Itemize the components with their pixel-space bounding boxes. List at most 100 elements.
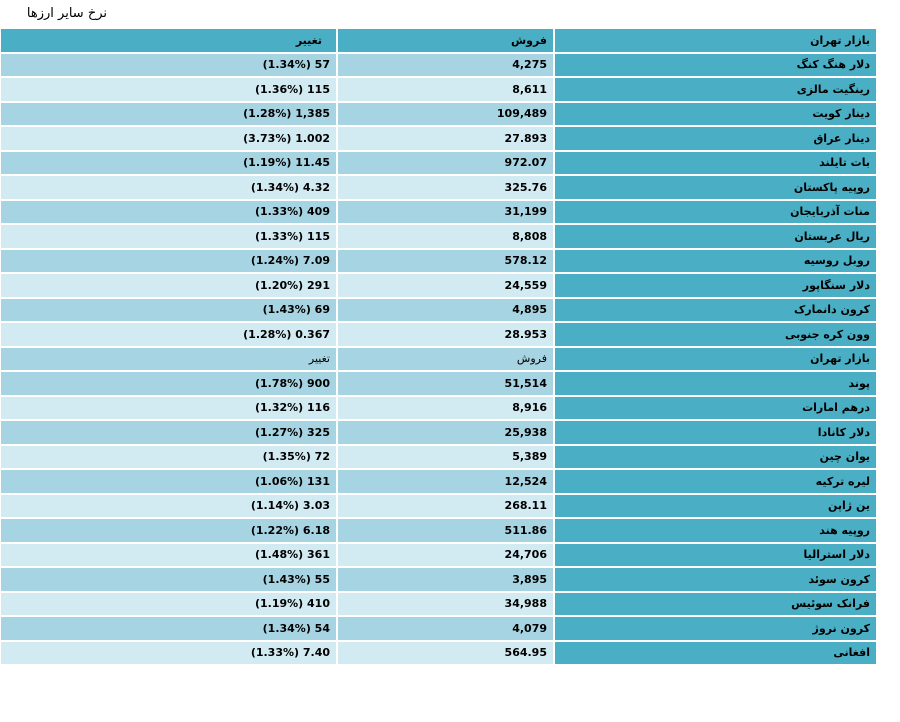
sell-cell: 25,938 bbox=[338, 421, 553, 444]
change-cell: (1.24%) 7.09 bbox=[1, 249, 336, 272]
change-cell: (1.34%) 4.32 bbox=[1, 176, 336, 199]
table-row: (1.33%) 115 8,808 ریال عربستان bbox=[1, 225, 876, 248]
sell-cell: 3,895 bbox=[338, 568, 553, 591]
change-cell: (1.43%) 69 bbox=[1, 298, 336, 321]
table-row: (1.06%) 131 12,524 لیره ترکیه bbox=[1, 470, 876, 493]
change-cell: (1.22%) 6.18 bbox=[1, 519, 336, 542]
change-cell: (1.33%) 7.40 bbox=[1, 641, 336, 664]
sell-cell: 28.953 bbox=[338, 323, 553, 346]
sell-cell: 4,079 bbox=[338, 617, 553, 640]
table-row: (1.33%) 409 31,199 منات آذربایجان bbox=[1, 200, 876, 223]
table-row: (1.28%) 1,385 109,489 دینار کویت bbox=[1, 102, 876, 125]
change-cell: (1.34%) 57 bbox=[1, 53, 336, 76]
change-cell: (1.14%) 3.03 bbox=[1, 494, 336, 517]
table-row: (1.20%) 291 24,559 دلار سنگاپور bbox=[1, 274, 876, 297]
currency-name-cell: منات آذربایجان bbox=[555, 200, 876, 223]
column-header-market: بازار تهران bbox=[555, 29, 876, 52]
sell-cell: 12,524 bbox=[338, 470, 553, 493]
currency-name-cell: کرون دانمارک bbox=[555, 298, 876, 321]
change-cell: (1.27%) 325 bbox=[1, 421, 336, 444]
change-cell: (1.28%) 1,385 bbox=[1, 102, 336, 125]
currency-name-cell: افغانی bbox=[555, 641, 876, 664]
table-row: (1.34%) 54 4,079 کرون نروژ bbox=[1, 617, 876, 640]
subheader-change: تغییر bbox=[1, 347, 336, 370]
currency-name-cell: دلار هنگ کنگ bbox=[555, 53, 876, 76]
table-row: (1.43%) 69 4,895 کرون دانمارک bbox=[1, 298, 876, 321]
table-row: (1.22%) 6.18 511.86 روپیه هند bbox=[1, 519, 876, 542]
currency-name-cell: دلار استرالیا bbox=[555, 543, 876, 566]
subheader-market: بازار تهران bbox=[555, 347, 876, 370]
currency-name-cell: ین ژاپن bbox=[555, 494, 876, 517]
table-row: (1.34%) 57 4,275 دلار هنگ کنگ bbox=[1, 53, 876, 76]
sell-cell: 268.11 bbox=[338, 494, 553, 517]
sell-cell: 5,389 bbox=[338, 445, 553, 468]
change-cell: (1.33%) 115 bbox=[1, 225, 336, 248]
change-cell: (1.20%) 291 bbox=[1, 274, 336, 297]
change-cell: (1.35%) 72 bbox=[1, 445, 336, 468]
currency-name-cell: روپیه پاکستان bbox=[555, 176, 876, 199]
sell-cell: 325.76 bbox=[338, 176, 553, 199]
change-cell: (1.48%) 361 bbox=[1, 543, 336, 566]
sell-cell: 511.86 bbox=[338, 519, 553, 542]
change-cell: (1.32%) 116 bbox=[1, 396, 336, 419]
sell-cell: 27.893 bbox=[338, 127, 553, 150]
currency-table: تغییر فروش بازار تهران (1.34%) 57 4,275 دل… bbox=[1, 29, 876, 664]
sell-cell: 972.07 bbox=[338, 151, 553, 174]
change-cell: (1.36%) 115 bbox=[1, 78, 336, 101]
table-row: (1.24%) 7.09 578.12 روبل روسیه bbox=[1, 249, 876, 272]
currency-name-cell: دینار عراق bbox=[555, 127, 876, 150]
currency-name-cell: لیره ترکیه bbox=[555, 470, 876, 493]
change-cell: (1.78%) 900 bbox=[1, 372, 336, 395]
currency-name-cell: فرانک سوئیس bbox=[555, 592, 876, 615]
sell-cell: 4,275 bbox=[338, 53, 553, 76]
table-row: (1.19%) 410 34,988 فرانک سوئیس bbox=[1, 592, 876, 615]
table-row: (1.34%) 4.32 325.76 روپیه پاکستان bbox=[1, 176, 876, 199]
table-row: (1.32%) 116 8,916 درهم امارات bbox=[1, 396, 876, 419]
sell-cell: 8,808 bbox=[338, 225, 553, 248]
sell-cell: 34,988 bbox=[338, 592, 553, 615]
column-header-sell: فروش bbox=[338, 29, 553, 52]
sell-cell: 4,895 bbox=[338, 298, 553, 321]
sell-cell: 578.12 bbox=[338, 249, 553, 272]
currency-name-cell: دلار کانادا bbox=[555, 421, 876, 444]
currency-name-cell: کرون سوئد bbox=[555, 568, 876, 591]
table-subheader-row: تغییر فروش بازار تهران bbox=[1, 347, 876, 370]
currency-name-cell: بات تایلند bbox=[555, 151, 876, 174]
sell-cell: 31,199 bbox=[338, 200, 553, 223]
page-title: نرخ سایر ارزها bbox=[26, 6, 107, 21]
sell-cell: 8,916 bbox=[338, 396, 553, 419]
table-row: (1.48%) 361 24,706 دلار استرالیا bbox=[1, 543, 876, 566]
currency-name-cell: یوان چین bbox=[555, 445, 876, 468]
table-row: (1.43%) 55 3,895 کرون سوئد bbox=[1, 568, 876, 591]
change-cell: (1.19%) 11.45 bbox=[1, 151, 336, 174]
change-cell: (3.73%) 1.002 bbox=[1, 127, 336, 150]
currency-name-cell: دینار کویت bbox=[555, 102, 876, 125]
table-row: (1.36%) 115 8,611 رینگیت مالزی bbox=[1, 78, 876, 101]
sell-cell: 564.95 bbox=[338, 641, 553, 664]
table-row: (3.73%) 1.002 27.893 دینار عراق bbox=[1, 127, 876, 150]
sell-cell: 24,706 bbox=[338, 543, 553, 566]
change-cell: (1.06%) 131 bbox=[1, 470, 336, 493]
currency-name-cell: روپیه هند bbox=[555, 519, 876, 542]
table-row: (1.28%) 0.367 28.953 وون کره جنوبی bbox=[1, 323, 876, 346]
subheader-sell: فروش bbox=[338, 347, 553, 370]
table-row: (1.19%) 11.45 972.07 بات تایلند bbox=[1, 151, 876, 174]
currency-name-cell: پوند bbox=[555, 372, 876, 395]
currency-name-cell: رینگیت مالزی bbox=[555, 78, 876, 101]
change-cell: (1.43%) 55 bbox=[1, 568, 336, 591]
sell-cell: 8,611 bbox=[338, 78, 553, 101]
currency-name-cell: ریال عربستان bbox=[555, 225, 876, 248]
change-cell: (1.19%) 410 bbox=[1, 592, 336, 615]
table-row: (1.78%) 900 51,514 پوند bbox=[1, 372, 876, 395]
currency-name-cell: وون کره جنوبی bbox=[555, 323, 876, 346]
table-row: (1.33%) 7.40 564.95 افغانی bbox=[1, 641, 876, 664]
table-header-row: تغییر فروش بازار تهران bbox=[1, 29, 876, 52]
sell-cell: 109,489 bbox=[338, 102, 553, 125]
sell-cell: 51,514 bbox=[338, 372, 553, 395]
currency-name-cell: درهم امارات bbox=[555, 396, 876, 419]
change-cell: (1.28%) 0.367 bbox=[1, 323, 336, 346]
table-row: (1.14%) 3.03 268.11 ین ژاپن bbox=[1, 494, 876, 517]
sell-cell: 24,559 bbox=[338, 274, 553, 297]
change-cell: (1.33%) 409 bbox=[1, 200, 336, 223]
table-row: (1.35%) 72 5,389 یوان چین bbox=[1, 445, 876, 468]
